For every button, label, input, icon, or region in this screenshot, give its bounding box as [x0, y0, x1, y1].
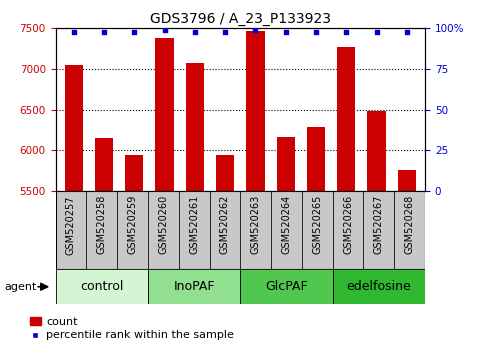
Bar	[307, 127, 325, 354]
Bar	[148, 191, 179, 269]
Text: GSM520264: GSM520264	[282, 195, 291, 254]
Bar	[210, 191, 241, 269]
Bar	[333, 269, 425, 304]
Bar	[398, 170, 416, 354]
Text: edelfosine: edelfosine	[346, 280, 411, 293]
Text: InoPAF: InoPAF	[173, 280, 215, 293]
Text: GSM520263: GSM520263	[251, 195, 261, 254]
Point	[191, 29, 199, 34]
Legend: count, percentile rank within the sample: count, percentile rank within the sample	[30, 317, 234, 341]
Point	[282, 29, 290, 34]
Text: GSM520265: GSM520265	[313, 195, 322, 255]
Bar	[117, 191, 148, 269]
Bar	[364, 191, 394, 269]
Point	[312, 29, 320, 34]
Point	[252, 27, 259, 33]
Bar	[148, 269, 241, 304]
Text: GSM520268: GSM520268	[405, 195, 414, 254]
Bar	[186, 63, 204, 354]
Point	[161, 27, 169, 33]
Text: GSM520260: GSM520260	[158, 195, 168, 254]
Bar	[241, 191, 271, 269]
Bar	[368, 110, 385, 354]
Bar	[56, 269, 148, 304]
Bar	[333, 191, 364, 269]
Point	[100, 29, 108, 34]
Text: GSM520266: GSM520266	[343, 195, 353, 254]
Point	[130, 29, 138, 34]
Point	[342, 29, 350, 34]
Bar	[302, 191, 333, 269]
Point	[221, 29, 229, 34]
Bar	[156, 38, 174, 354]
Bar	[216, 154, 234, 354]
Text: GSM520267: GSM520267	[374, 195, 384, 255]
Bar	[179, 191, 210, 269]
Title: GDS3796 / A_23_P133923: GDS3796 / A_23_P133923	[150, 12, 331, 26]
Bar	[394, 191, 425, 269]
Point	[70, 29, 78, 34]
Bar	[65, 65, 83, 354]
Text: GSM520259: GSM520259	[128, 195, 138, 255]
Text: GSM520262: GSM520262	[220, 195, 230, 255]
Bar	[125, 154, 143, 354]
Bar	[246, 31, 265, 354]
Text: GSM520258: GSM520258	[97, 195, 107, 255]
Point	[373, 29, 381, 34]
Point	[403, 29, 411, 34]
Bar	[56, 191, 86, 269]
Bar	[271, 191, 302, 269]
Bar	[241, 269, 333, 304]
Text: GSM520261: GSM520261	[189, 195, 199, 254]
Text: agent: agent	[5, 282, 37, 292]
Bar	[337, 47, 355, 354]
Bar	[86, 191, 117, 269]
Text: control: control	[80, 280, 124, 293]
Text: GlcPAF: GlcPAF	[265, 280, 308, 293]
Bar	[95, 138, 113, 354]
Bar	[277, 137, 295, 354]
Text: GSM520257: GSM520257	[66, 195, 76, 255]
